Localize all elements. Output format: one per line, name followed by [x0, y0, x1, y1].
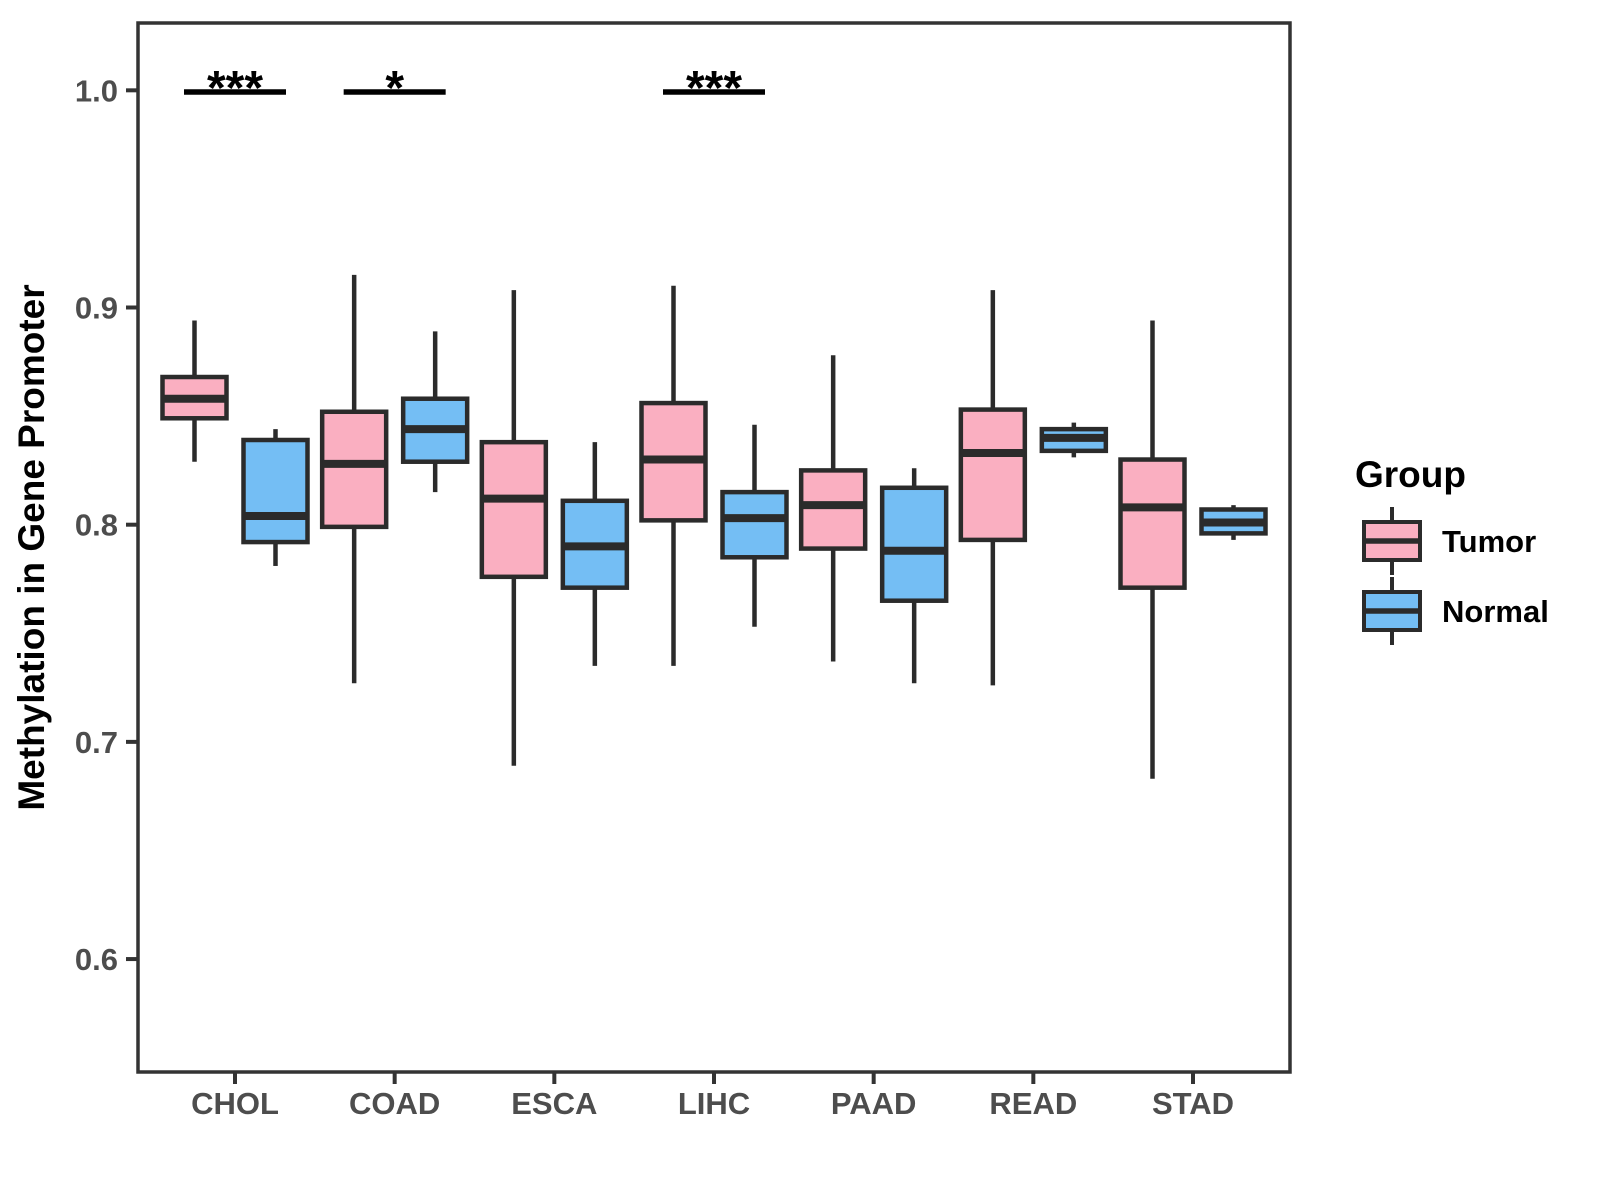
box-normal-COAD	[400, 331, 470, 493]
legend-title: Group	[1355, 454, 1466, 495]
y-tick-label: 0.9	[75, 291, 118, 326]
box-tumor-PAAD	[798, 355, 868, 662]
y-axis-title: Methylation in Gene Promoter	[11, 284, 52, 810]
legend-label-normal: Normal	[1442, 594, 1549, 629]
significance-stars-CHOL: ***	[207, 62, 263, 115]
y-tick-label: 1.0	[75, 73, 118, 108]
significance-stars-COAD: *	[385, 62, 404, 115]
iqr-box	[479, 439, 549, 580]
iqr-box	[241, 437, 310, 545]
x-tick-label: COAD	[349, 1086, 440, 1121]
legend-key-normal	[1362, 577, 1422, 645]
iqr-box	[958, 407, 1028, 543]
iqr-box	[798, 468, 868, 551]
x-tick-label: CHOL	[191, 1086, 279, 1121]
x-tick-label: READ	[989, 1086, 1077, 1121]
iqr-box	[1118, 457, 1187, 590]
iqr-box	[319, 409, 389, 530]
box-normal-CHOL	[241, 429, 310, 566]
y-tick-label: 0.8	[75, 508, 118, 543]
iqr-box	[720, 489, 789, 560]
box-tumor-READ	[958, 290, 1028, 686]
box-tumor-ESCA	[479, 290, 549, 766]
box-tumor-LIHC	[639, 285, 708, 666]
box-normal-STAD	[1199, 505, 1268, 540]
panel-border	[136, 21, 1292, 1074]
box-normal-READ	[1039, 422, 1109, 458]
box-normal-ESCA	[560, 442, 630, 666]
significance-stars-LIHC: ***	[686, 62, 742, 115]
y-tick-label: 0.6	[75, 942, 118, 977]
legend-key-tumor	[1362, 507, 1422, 575]
box-tumor-CHOL	[160, 320, 229, 462]
iqr-box	[879, 485, 949, 603]
x-tick-label: LIHC	[678, 1086, 750, 1121]
x-tick-label: STAD	[1152, 1086, 1234, 1121]
x-tick-label: ESCA	[511, 1086, 597, 1121]
box-normal-LIHC	[720, 424, 789, 627]
legend-label-tumor: Tumor	[1442, 524, 1536, 559]
box-tumor-STAD	[1118, 320, 1187, 779]
box-tumor-COAD	[319, 274, 389, 684]
x-tick-label: PAAD	[831, 1086, 917, 1121]
y-tick-label: 0.7	[75, 725, 118, 760]
box-normal-PAAD	[879, 468, 949, 684]
